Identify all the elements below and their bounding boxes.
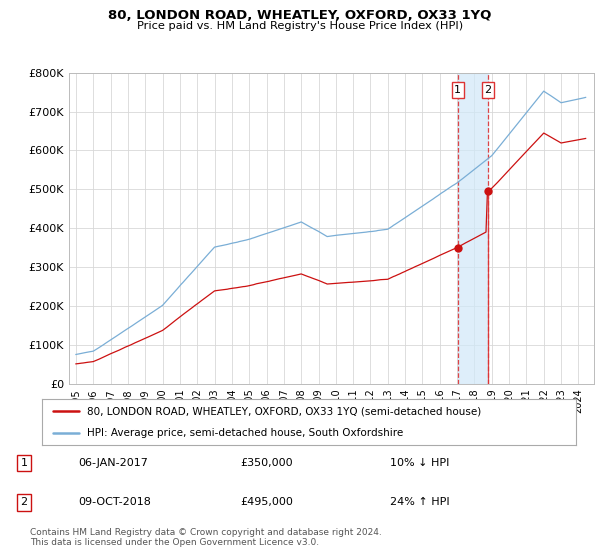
Text: 09-OCT-2018: 09-OCT-2018 — [78, 497, 151, 507]
Text: £350,000: £350,000 — [240, 458, 293, 468]
Text: 10% ↓ HPI: 10% ↓ HPI — [390, 458, 449, 468]
Text: 24% ↑ HPI: 24% ↑ HPI — [390, 497, 449, 507]
Text: Contains HM Land Registry data © Crown copyright and database right 2024.
This d: Contains HM Land Registry data © Crown c… — [30, 528, 382, 547]
Text: 2: 2 — [485, 85, 491, 95]
Text: 80, LONDON ROAD, WHEATLEY, OXFORD, OX33 1YQ: 80, LONDON ROAD, WHEATLEY, OXFORD, OX33 … — [109, 9, 491, 22]
Bar — [458, 73, 488, 384]
Text: 2: 2 — [20, 497, 28, 507]
Text: 06-JAN-2017: 06-JAN-2017 — [78, 458, 148, 468]
Text: 1: 1 — [454, 85, 461, 95]
Text: Price paid vs. HM Land Registry's House Price Index (HPI): Price paid vs. HM Land Registry's House … — [137, 21, 463, 31]
Text: 80, LONDON ROAD, WHEATLEY, OXFORD, OX33 1YQ (semi-detached house): 80, LONDON ROAD, WHEATLEY, OXFORD, OX33 … — [88, 406, 482, 416]
Text: 1: 1 — [20, 458, 28, 468]
Text: £495,000: £495,000 — [240, 497, 293, 507]
Text: HPI: Average price, semi-detached house, South Oxfordshire: HPI: Average price, semi-detached house,… — [88, 428, 404, 438]
